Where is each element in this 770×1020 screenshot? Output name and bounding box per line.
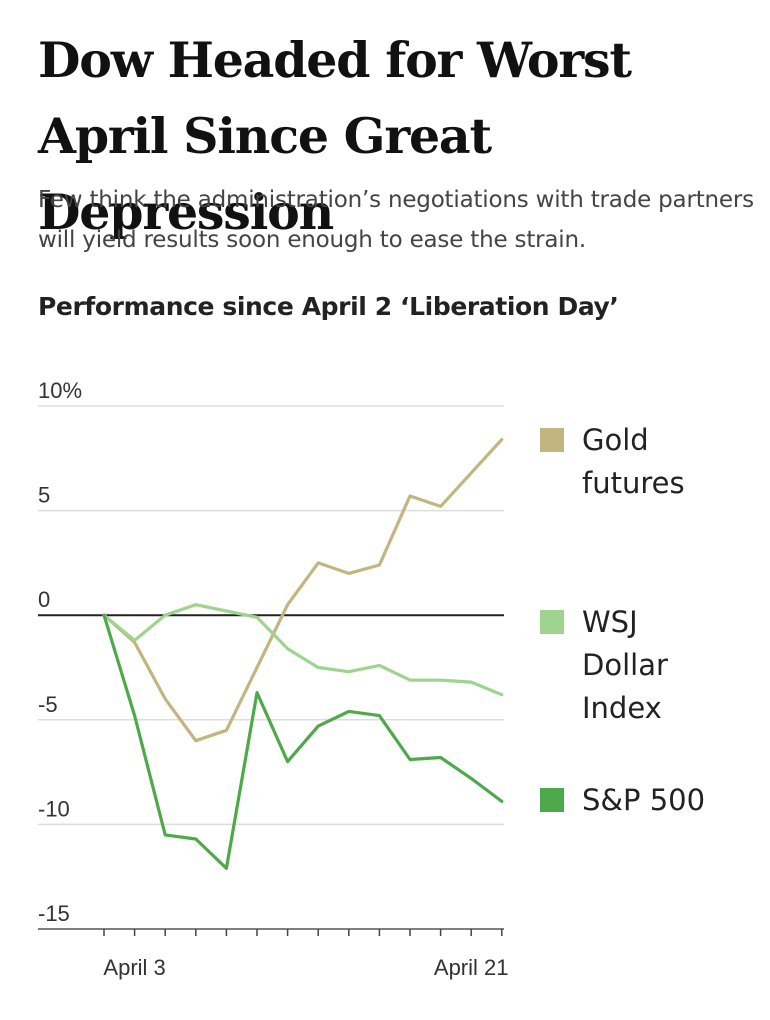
y-tick-label: -15 [38, 901, 70, 926]
series-lines [102, 437, 504, 870]
legend-label: S&P 500 [582, 783, 705, 817]
gridlines: 10% 5 0 -5 -10 -15 [38, 378, 504, 930]
x-tick-label: April 3 [103, 955, 165, 980]
legend-label: WSJ [582, 605, 638, 639]
legend: Gold futures WSJ Dollar Index S&P 500 [540, 423, 705, 817]
subtitle: Few think the administration’s negotiati… [38, 187, 754, 253]
y-tick-label: 0 [38, 587, 50, 612]
x-axis: April 3 April 21 [103, 929, 508, 980]
series-line-gold-futures [102, 437, 504, 743]
legend-swatch [540, 788, 564, 812]
y-tick-label: 10% [38, 378, 82, 403]
x-tick-label: April 21 [434, 955, 509, 980]
legend-label: futures [582, 466, 685, 500]
chart-title: Performance since April 2 ‘Liberation Da… [38, 292, 619, 321]
y-tick-label: -5 [38, 692, 58, 717]
legend-label: Dollar [582, 648, 668, 682]
legend-swatch [540, 428, 564, 452]
legend-label: Index [582, 691, 662, 725]
legend-swatch [540, 610, 564, 634]
legend-label: Gold [582, 423, 649, 457]
headline: Dow Headed for Worst April Since Great D… [38, 31, 632, 241]
y-tick-label: 5 [38, 483, 50, 508]
series-line-s-p-500 [102, 613, 504, 870]
y-tick-label: -10 [38, 796, 70, 821]
series-line-wsj-dollar-index [102, 603, 504, 697]
